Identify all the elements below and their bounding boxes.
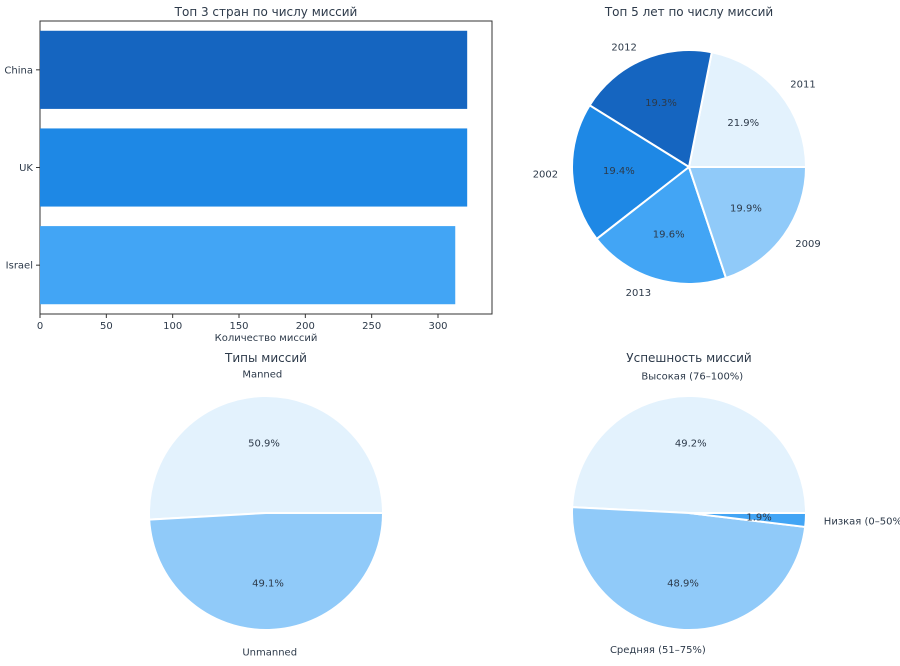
bar-chart-title: Топ 3 стран по числу миссий [174,5,358,19]
pie-chart-years: Топ 5 лет по числу миссий 21.9% 2011 19.3%… [533,5,821,299]
ytick-label: China [4,65,33,76]
xtick-label: 150 [229,321,248,332]
bar-chart: Топ 3 стран по числу миссий China UK Israe… [4,5,493,344]
pie-pct-label: 50.9% [248,438,280,449]
bar-israel [40,226,456,305]
pie-slice-низкая-0-50- [688,512,808,529]
pie-success-title: Успешность миссий [626,351,751,365]
ytick-label: Israel [6,261,33,272]
pie-slice-высокая-76-100- [571,395,808,514]
pie-category-label: 2002 [533,169,558,180]
pie-slice-2002 [571,103,691,241]
pie-chart-success: Успешность миссий 49.2% Высокая (76–100%)… [571,351,900,656]
xtick-label: 0 [37,321,43,332]
xtick-label: 50 [100,321,113,332]
pie-chart-types: Типы миссий 50.9% Manned 49.1% Unmanned [148,351,385,658]
pie-slice-средняя-51-75- [571,506,807,631]
pie-slice-manned [148,395,385,521]
pie-category-label: Высокая (76–100%) [641,372,743,383]
pie-slice-unmanned [148,512,385,631]
pie-pct-label: 19.9% [730,204,762,215]
pie-types-title: Типы миссий [224,351,307,365]
xtick-label: 250 [362,321,381,332]
pie-category-label: 2009 [795,239,820,250]
pie-pct-label: 19.6% [653,230,685,241]
pie-category-label: Средняя (51–75%) [610,645,706,656]
bar-china [40,30,468,109]
pie-pct-label: 1.9% [746,513,771,524]
pie-slice-2011 [687,51,808,168]
pie-slice-2012 [588,49,713,169]
pie-pct-label: 48.9% [667,578,699,589]
pie-category-label: Manned [242,370,282,381]
pie-years-title: Топ 5 лет по числу миссий [604,5,773,19]
pie-slice-2009 [687,166,808,280]
pie-slice-2013 [595,165,728,285]
xtick-label: 200 [296,321,315,332]
ytick-label: UK [19,163,33,174]
pie-pct-label: 19.3% [645,98,677,109]
pie-category-label: 2011 [790,79,815,90]
pie-pct-label: 19.4% [603,166,635,177]
pie-pct-label: 21.9% [727,118,759,129]
xtick-label: 100 [163,321,182,332]
bar-uk [40,128,468,207]
pie-category-label: Unmanned [242,647,297,658]
bar-chart-xlabel: Количество миссий [215,333,318,344]
pie-category-label: 2012 [611,42,636,53]
pie-pct-label: 49.1% [252,579,284,590]
pie-category-label: 2013 [626,288,651,299]
xtick-label: 300 [428,321,447,332]
pie-pct-label: 49.2% [675,438,707,449]
pie-category-label: Низкая (0–50%) [824,516,900,527]
